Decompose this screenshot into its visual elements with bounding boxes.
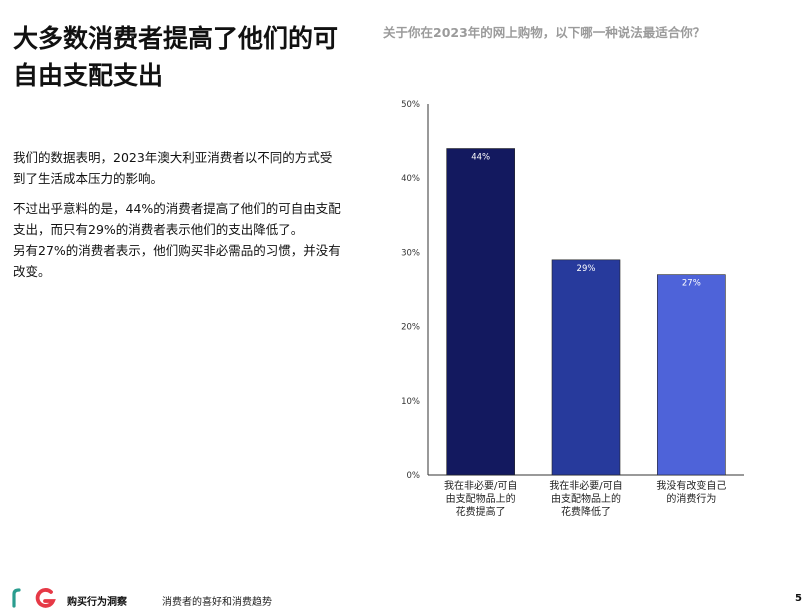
- y-tick-label: 30%: [401, 248, 420, 258]
- footer: 购买行为洞察 消费者的喜好和消费趋势 5: [0, 583, 812, 615]
- bar: [551, 259, 621, 476]
- bar-value-label: 27%: [682, 279, 701, 289]
- y-tick-label: 0%: [407, 471, 421, 481]
- chart-title: 关于你在2023年的网上购物，以下哪一种说法最适合你？: [383, 25, 706, 40]
- bar-chart: 0% 10% 20% 30% 40% 50% 44% 我在非必要/可自由支配物品上的花费提高了…: [401, 100, 744, 518]
- bar-value-label: 29%: [577, 264, 596, 274]
- bar: [657, 274, 726, 476]
- x-category-label: 我在非必要/可自由支配物品上的花费降低了: [549, 479, 622, 518]
- y-tick-label: 50%: [401, 100, 420, 110]
- footer-subtitle: 消费者的喜好和消费趋势: [162, 597, 272, 608]
- paragraph-2: 不过出乎意料的是，44%的消费者提高了他们的可自由支配支出，而只有29%的消费者…: [13, 201, 341, 237]
- page-number: 5: [795, 593, 802, 604]
- x-category-label: 我在非必要/可自由支配物品上的花费提高了: [444, 479, 517, 518]
- bar: [446, 148, 515, 476]
- paragraph-3: 另有27%的消费者表示，他们购买非必需品的习惯，并没有改变。: [13, 243, 341, 279]
- slide-title: 大多数消费者提高了他们的可自由支配支出: [13, 24, 339, 90]
- paragraph-1: 我们的数据表明，2023年澳大利亚消费者以不同的方式受到了生活成本压力的影响。: [13, 150, 333, 186]
- x-category-label: 我没有改变自己的消费行为: [656, 479, 726, 505]
- brand-logo-icon: [12, 588, 56, 608]
- y-tick-label: 10%: [401, 397, 420, 407]
- footer-brand: 购买行为洞察: [67, 597, 127, 608]
- body-text: 我们的数据表明，2023年澳大利亚消费者以不同的方式受到了生活成本压力的影响。 …: [13, 147, 343, 291]
- y-tick-label: 20%: [401, 323, 420, 333]
- y-tick-label: 40%: [401, 174, 420, 184]
- bar-value-label: 44%: [471, 153, 490, 163]
